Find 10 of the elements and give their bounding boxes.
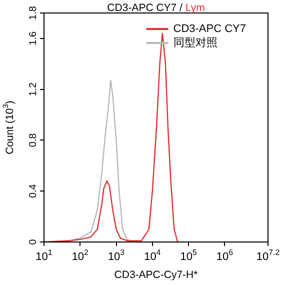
x-axis-title: CD3-APC-Cy7-H* bbox=[114, 268, 198, 281]
legend-label: 同型对照 bbox=[173, 36, 218, 50]
y-tick-label: 0.8 bbox=[28, 132, 39, 148]
y-tick-label: 1.2 bbox=[28, 82, 39, 96]
y-tick-label: 1.8 bbox=[28, 6, 39, 20]
legend-label: CD3-APC CY7 bbox=[173, 23, 246, 36]
y-tick-label: 1.6 bbox=[28, 31, 39, 46]
y-tick-label: 0 bbox=[28, 238, 39, 245]
y-tick-label: 0.4 bbox=[28, 184, 39, 198]
chart-title: CD3-APC CY7 / Lym bbox=[107, 2, 206, 14]
